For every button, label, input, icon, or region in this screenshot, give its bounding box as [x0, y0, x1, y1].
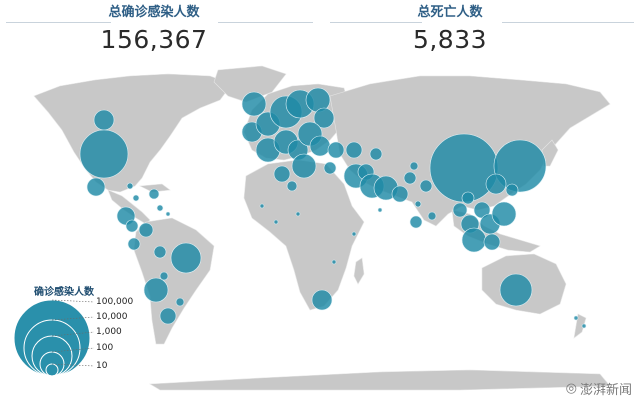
world-map — [13, 65, 611, 391]
deaths-stat: 总死亡人数 5,833 — [300, 0, 600, 55]
country-bubble — [153, 245, 167, 259]
country-bubble — [148, 188, 160, 200]
country-bubble — [377, 207, 383, 213]
country-bubble — [429, 133, 499, 203]
country-bubble — [79, 129, 129, 179]
country-bubble — [505, 183, 519, 197]
country-bubble — [323, 161, 337, 175]
country-bubble — [170, 242, 202, 274]
country-bubble — [409, 215, 423, 229]
country-bubble — [313, 107, 335, 129]
country-bubble — [159, 307, 177, 325]
country-bubble — [493, 139, 547, 193]
country-bubble — [125, 219, 139, 233]
legend-circles — [13, 299, 95, 377]
country-bubble — [273, 219, 279, 225]
country-bubble — [369, 147, 383, 161]
land-madagascar — [353, 257, 365, 285]
confirmed-value: 156,367 — [100, 25, 208, 54]
legend-label-10000: 10,000 — [96, 312, 128, 322]
country-bubble — [419, 179, 433, 193]
legend-label-100000: 100,000 — [96, 297, 134, 307]
legend-title: 确诊感染人数 — [34, 287, 94, 298]
country-bubble — [273, 165, 291, 183]
country-bubble — [331, 259, 337, 265]
confirmed-label: 总确诊感染人数 — [108, 5, 200, 20]
country-bubble — [311, 289, 333, 311]
country-bubble — [461, 191, 475, 205]
country-bubble — [127, 237, 141, 251]
country-bubble — [452, 202, 468, 218]
country-bubble — [143, 277, 169, 303]
country-bubble — [351, 231, 357, 237]
watermark: ◎ 澎湃新闻 — [566, 379, 632, 398]
country-bubble — [86, 177, 106, 197]
country-bubble — [138, 222, 154, 238]
country-bubble — [499, 273, 533, 307]
country-bubble — [491, 201, 517, 227]
country-bubble — [259, 203, 265, 209]
bubble-layer — [79, 87, 587, 329]
header-divider-left-a — [6, 22, 111, 23]
header-divider-right-a — [330, 22, 422, 23]
country-bubble — [427, 211, 437, 221]
legend-label-1000: 1,000 — [96, 327, 122, 337]
country-bubble — [414, 200, 422, 208]
country-bubble — [241, 91, 267, 117]
country-bubble — [175, 297, 185, 307]
country-bubble — [581, 323, 587, 329]
legend-leader-line — [51, 299, 95, 303]
country-bubble — [132, 194, 140, 202]
legend-label-100: 100 — [96, 343, 114, 353]
country-bubble — [291, 153, 317, 179]
country-bubble — [391, 185, 409, 203]
watermark-text: 澎湃新闻 — [579, 383, 632, 398]
land-caribbean — [138, 183, 171, 193]
country-bubble — [165, 211, 171, 217]
header-divider-right-b — [502, 22, 634, 23]
weibo-icon: ◎ — [565, 381, 577, 396]
country-bubble — [403, 171, 417, 185]
deaths-value: 5,833 — [412, 25, 488, 54]
land-north-america — [33, 73, 233, 193]
land-antarctica — [149, 369, 611, 391]
country-bubble — [286, 180, 298, 192]
country-bubble — [159, 271, 169, 281]
country-bubble — [156, 204, 164, 212]
legend-leader-line — [51, 331, 95, 337]
legend-leader-line — [51, 316, 95, 321]
country-bubble — [345, 141, 363, 159]
country-bubble — [295, 211, 301, 217]
country-bubble — [485, 173, 507, 195]
deaths-label: 总死亡人数 — [417, 5, 483, 20]
country-bubble — [461, 227, 487, 253]
country-bubble — [409, 161, 419, 171]
legend-leader-line — [51, 347, 95, 353]
header-divider-left-b — [218, 22, 313, 23]
country-bubble — [327, 141, 345, 159]
country-bubble — [93, 109, 115, 131]
country-bubble — [126, 182, 134, 190]
country-bubble — [573, 315, 579, 321]
legend-label-10: 10 — [96, 361, 108, 371]
country-bubble — [309, 135, 331, 157]
country-bubble — [483, 233, 501, 251]
legend-leader-line — [51, 363, 95, 367]
confirmed-stat: 总确诊感染人数 156,367 — [4, 0, 304, 55]
